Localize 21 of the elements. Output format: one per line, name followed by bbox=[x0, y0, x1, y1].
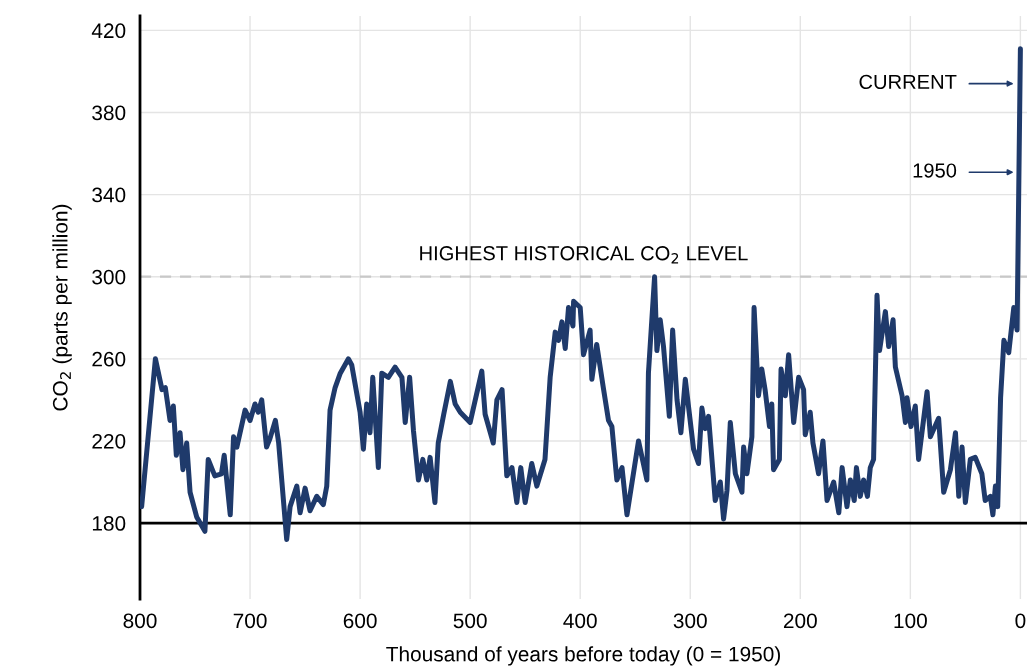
x-tick-label: 600 bbox=[343, 613, 377, 629]
x-axis-title: Thousand of years before today (0 = 1950) bbox=[386, 646, 780, 666]
x-tick-label: 200 bbox=[783, 613, 817, 629]
annotation: CURRENT bbox=[859, 74, 957, 90]
ref-line-label: HIGHEST HISTORICAL CO$_{2}$ LEVEL bbox=[420, 246, 748, 264]
x-tick-label: 400 bbox=[563, 613, 597, 629]
y-tick-label: 420 bbox=[91, 23, 126, 39]
y-tick-label: 260 bbox=[92, 351, 126, 367]
y-tick-label: 220 bbox=[92, 433, 126, 449]
x-tick-label: 500 bbox=[453, 613, 487, 629]
y-tick-label: 340 bbox=[92, 187, 126, 203]
y-tick-label: 300 bbox=[92, 269, 126, 285]
x-tick-label: 0 bbox=[1015, 613, 1026, 629]
x-tick-label: 700 bbox=[233, 613, 267, 629]
annotation: 1950 bbox=[913, 163, 957, 178]
y-tick-label: 380 bbox=[92, 105, 126, 121]
x-tick-label: 300 bbox=[673, 613, 707, 629]
y-tick-label: 180 bbox=[92, 516, 126, 531]
y-axis-title: CO$_{2}$ (parts per million) bbox=[52, 204, 72, 411]
x-tick-label: 100 bbox=[894, 613, 927, 629]
x-tick-label: 800 bbox=[123, 613, 157, 629]
